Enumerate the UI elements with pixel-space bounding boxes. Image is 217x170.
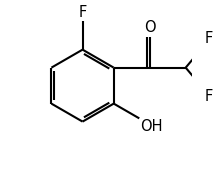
Text: OH: OH [141, 119, 163, 134]
Text: F: F [78, 5, 87, 20]
Text: O: O [144, 20, 156, 35]
Text: F: F [204, 89, 213, 104]
Text: F: F [204, 31, 213, 46]
